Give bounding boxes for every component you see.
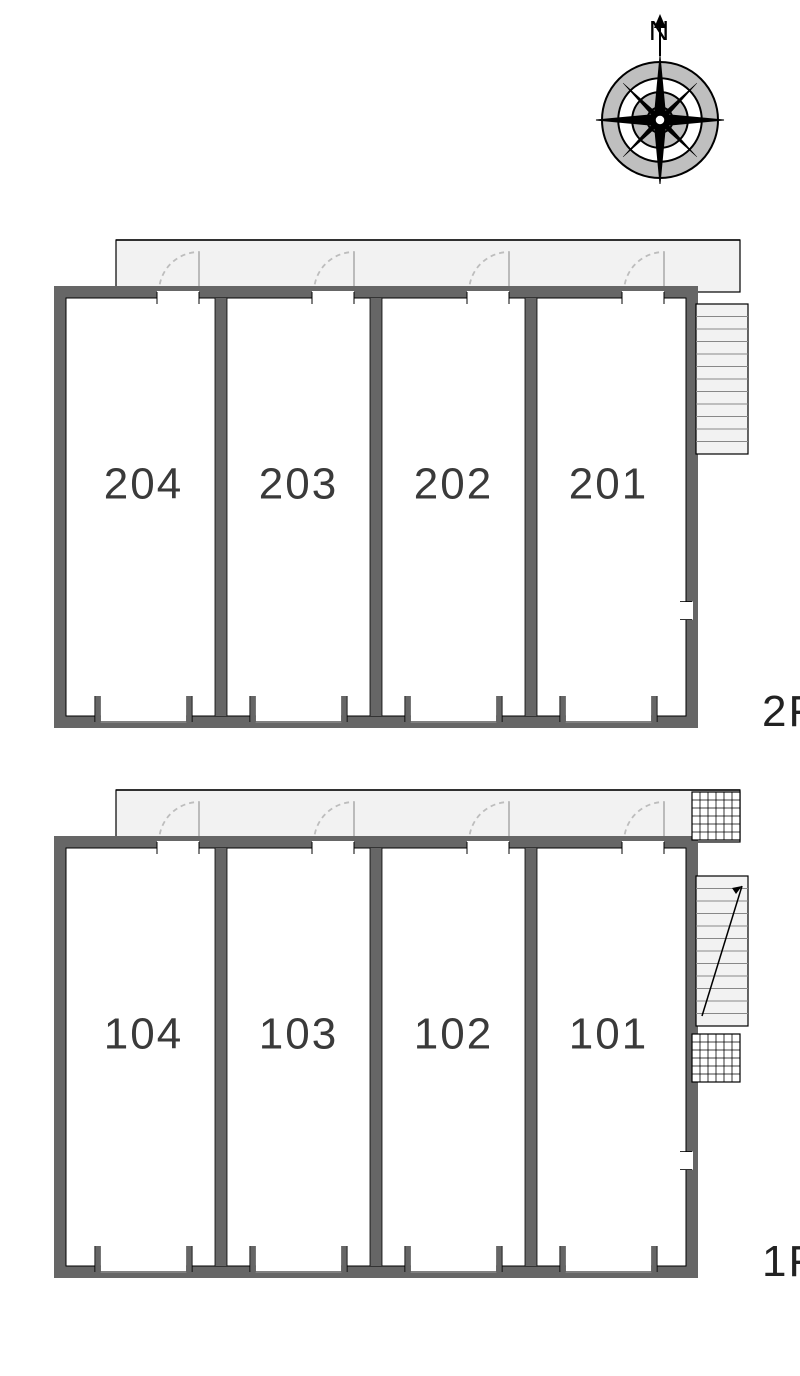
room-label: 104 <box>104 1009 183 1058</box>
floor-label: 2F <box>762 687 800 736</box>
stairs <box>696 876 748 1026</box>
door-opening <box>157 841 199 855</box>
compass: N <box>596 14 724 184</box>
room-label: 203 <box>259 459 338 508</box>
partition-wall <box>215 298 227 716</box>
window-opening <box>566 1259 651 1273</box>
partition-wall <box>525 848 537 1266</box>
door-opening <box>312 841 354 855</box>
partition-wall <box>215 848 227 1266</box>
stairs <box>696 304 748 454</box>
window-opening <box>411 709 496 723</box>
room-label: 103 <box>259 1009 338 1058</box>
partition-wall <box>370 848 382 1266</box>
floor-1F: 104 103 102 101 1F <box>60 790 800 1286</box>
partition-wall <box>525 298 537 716</box>
floor-2F: 204 203 202 201 2F <box>60 240 800 736</box>
grate <box>692 1034 740 1082</box>
door-opening <box>467 291 509 305</box>
door-opening <box>622 841 664 855</box>
door-opening <box>622 291 664 305</box>
door-opening <box>157 291 199 305</box>
window-opening <box>411 1259 496 1273</box>
room-label: 102 <box>414 1009 493 1058</box>
room-label: 201 <box>569 459 648 508</box>
room-label: 202 <box>414 459 493 508</box>
room-label: 204 <box>104 459 183 508</box>
window-opening <box>101 1259 186 1273</box>
room-label: 101 <box>569 1009 648 1058</box>
grate <box>692 792 740 840</box>
window-opening <box>256 1259 341 1273</box>
door-opening <box>312 291 354 305</box>
door-opening <box>467 841 509 855</box>
corridor <box>116 240 740 292</box>
floor-label: 1F <box>762 1237 800 1286</box>
window-opening <box>256 709 341 723</box>
floor-plan-diagram: N 204 203 202 201 2F 104 103 102 101 1F <box>0 0 800 1376</box>
window-opening <box>566 709 651 723</box>
corridor <box>116 790 740 842</box>
window-opening <box>101 709 186 723</box>
partition-wall <box>370 298 382 716</box>
